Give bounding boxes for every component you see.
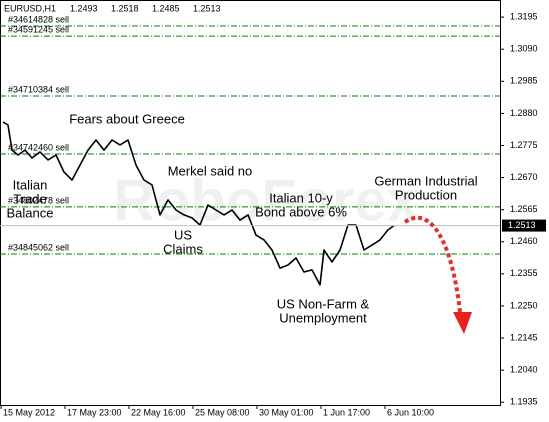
x-tick-label: 22 May 16:00 [131, 407, 186, 417]
forecast-arrowhead [453, 312, 472, 334]
ohlc-value: 1.2485 [152, 3, 180, 13]
x-tick-label: 17 May 23:00 [67, 407, 122, 417]
symbol: EURUSD,H1 [4, 3, 56, 13]
annotation: Claims [163, 241, 203, 256]
x-tick-label: 6 Jun 10:00 [387, 407, 434, 417]
y-tick-label: 1.2565 [510, 204, 538, 214]
x-tick-label: 30 May 01:00 [259, 407, 314, 417]
y-tick-label: 1.2250 [510, 300, 538, 310]
forecast-arrow [403, 215, 462, 313]
price-marker [502, 219, 546, 232]
y-tick-label: 1.1935 [510, 397, 538, 407]
y-tick-label: 1.2460 [510, 236, 538, 246]
y-tick-label: 1.2670 [510, 172, 538, 182]
annotation: Balance [7, 205, 54, 220]
annotation: Merkel said no [168, 163, 253, 178]
ohlc-value: 1.2513 [193, 3, 221, 13]
x-tick-label: 25 May 08:00 [195, 407, 250, 417]
x-tick-label: 1 Jun 17:00 [323, 407, 370, 417]
annotation: Italian 10-y [269, 190, 333, 205]
y-tick-label: 1.2040 [510, 365, 538, 375]
y-tick-label: 1.2355 [510, 268, 538, 278]
price-marker-label: 1.2513 [508, 220, 536, 230]
price-line [2, 121, 395, 286]
annotation: US [174, 227, 192, 242]
order-label: #34742460 sell [8, 142, 69, 152]
annotation: Production [395, 187, 457, 202]
annotation: Fears about Greece [69, 111, 185, 126]
y-tick-label: 1.2985 [510, 76, 538, 86]
y-tick-label: 1.2145 [510, 332, 538, 342]
annotation: Italian [13, 177, 48, 192]
y-tick-label: 1.2775 [510, 140, 538, 150]
y-tick-label: 1.3195 [510, 11, 538, 21]
order-label: #34614828 sell [8, 14, 69, 24]
annotation: Bond above 6% [255, 204, 347, 219]
watermark: RoboForex [113, 168, 419, 233]
plot-frame [0, 0, 501, 406]
header: EURUSD,H1 [4, 3, 56, 13]
order-label: #34591245 sell [8, 24, 69, 34]
annotation: German Industrial [374, 173, 477, 188]
order-label: #34802478 sell [8, 195, 69, 205]
x-tick-label: 15 May 2012 [3, 407, 55, 417]
ohlc-value: 1.2518 [111, 3, 139, 13]
annotation: Trade [13, 191, 46, 206]
y-tick-label: 1.3090 [510, 44, 538, 54]
order-label: #34845062 sell [8, 242, 69, 252]
y-tick-label: 1.2880 [510, 108, 538, 118]
annotation: US Non-Farm & [277, 296, 370, 311]
ohlc-value: 1.2493 [70, 3, 98, 13]
annotation: Unemployment [279, 310, 367, 325]
order-label: #34710384 sell [8, 84, 69, 94]
